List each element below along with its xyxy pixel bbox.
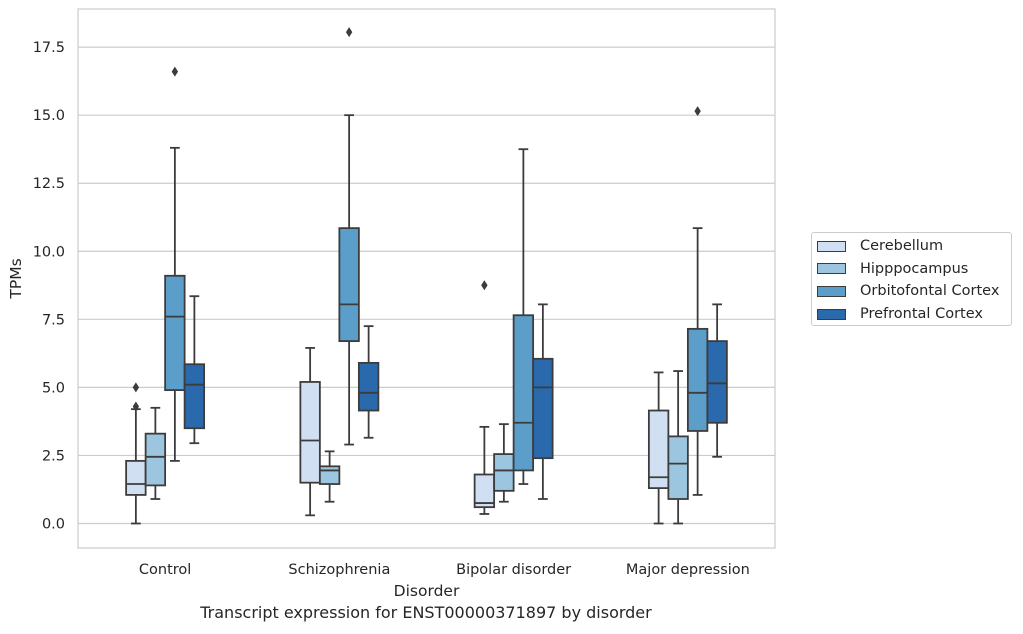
- box-prefrontal-cortex: [183, 295, 206, 445]
- box-orbitofontal-cortex: [338, 27, 360, 446]
- outlier-marker: [132, 382, 140, 393]
- box-cerebellum: [647, 371, 670, 525]
- legend-item: Prefrontal Cortex: [817, 305, 983, 323]
- box-iqr: [183, 363, 206, 430]
- legend-label: Hipppocampus: [860, 260, 969, 277]
- box-iqr: [357, 361, 380, 412]
- y-tick-label: 0.0: [42, 517, 65, 533]
- box-iqr: [338, 227, 360, 343]
- box-iqr: [318, 465, 341, 485]
- legend-item: Orbitofontal Cortex: [817, 282, 999, 300]
- box-cerebellum: [125, 382, 147, 525]
- y-tick-labels: 0.0 2.5 5.0 7.5 10.0 12.5 15.0 17.5: [33, 40, 65, 532]
- box-iqr: [532, 357, 554, 460]
- x-tick-label: Major depression: [626, 562, 750, 578]
- box-iqr: [706, 340, 728, 424]
- legend-swatch: [817, 308, 846, 320]
- box-iqr: [299, 381, 321, 484]
- outlier-marker: [694, 106, 701, 117]
- y-tick-label: 5.0: [42, 380, 65, 396]
- x-tick-label: Schizophrenia: [288, 562, 390, 578]
- box-iqr: [164, 274, 186, 392]
- x-tick-labels: Control Schizophrenia Bipolar disorder Majo…: [139, 562, 750, 578]
- legend-swatch: [817, 263, 846, 275]
- outlier-marker: [481, 280, 488, 291]
- chart-caption: Transcript expression for ENST0000037189…: [200, 603, 652, 622]
- y-tick-label: 12.5: [33, 176, 65, 192]
- y-tick-label: 15.0: [33, 108, 65, 124]
- legend-label: Prefrontal Cortex: [860, 306, 983, 323]
- plot-area-frame: [77, 8, 776, 549]
- y-tick-label: 7.5: [42, 312, 65, 328]
- y-axis-label: TPMs: [7, 258, 25, 299]
- outlier-marker: [345, 27, 353, 38]
- box-iqr: [144, 432, 167, 487]
- outlier-marker: [132, 401, 140, 412]
- box-hipppocampus: [493, 423, 515, 503]
- legend-swatch: [817, 285, 846, 297]
- box-iqr: [667, 435, 689, 500]
- box-hipppocampus: [667, 370, 689, 525]
- legend-item: Hipppocampus: [817, 260, 968, 278]
- legend: Cerebellum Hipppocampus Orbitofontal Corte…: [811, 232, 1012, 326]
- outlier-marker: [171, 66, 179, 77]
- x-axis-label: Disorder: [394, 582, 460, 600]
- box-series-layer: [125, 27, 728, 525]
- box-prefrontal-cortex: [706, 303, 728, 458]
- box-iqr: [512, 314, 535, 472]
- box-iqr: [125, 459, 147, 496]
- box-hipppocampus: [144, 406, 167, 500]
- legend-label: Orbitofontal Cortex: [860, 283, 1000, 300]
- legend-item: Cerebellum: [817, 237, 943, 255]
- y-tick-label: 2.5: [42, 448, 65, 464]
- box-iqr: [493, 453, 515, 492]
- box-prefrontal-cortex: [532, 303, 554, 500]
- box-cerebellum: [299, 347, 321, 517]
- x-tick-label: Bipolar disorder: [456, 562, 571, 578]
- box-hipppocampus: [318, 450, 341, 503]
- legend-swatch: [817, 240, 846, 252]
- box-orbitofontal-cortex: [686, 106, 709, 496]
- y-tick-label: 17.5: [33, 40, 65, 56]
- y-tick-label: 10.0: [33, 244, 65, 260]
- box-orbitofontal-cortex: [164, 66, 186, 462]
- box-prefrontal-cortex: [357, 325, 380, 439]
- x-tick-label: Control: [139, 562, 191, 578]
- legend-label: Cerebellum: [860, 238, 944, 254]
- box-iqr: [686, 327, 709, 432]
